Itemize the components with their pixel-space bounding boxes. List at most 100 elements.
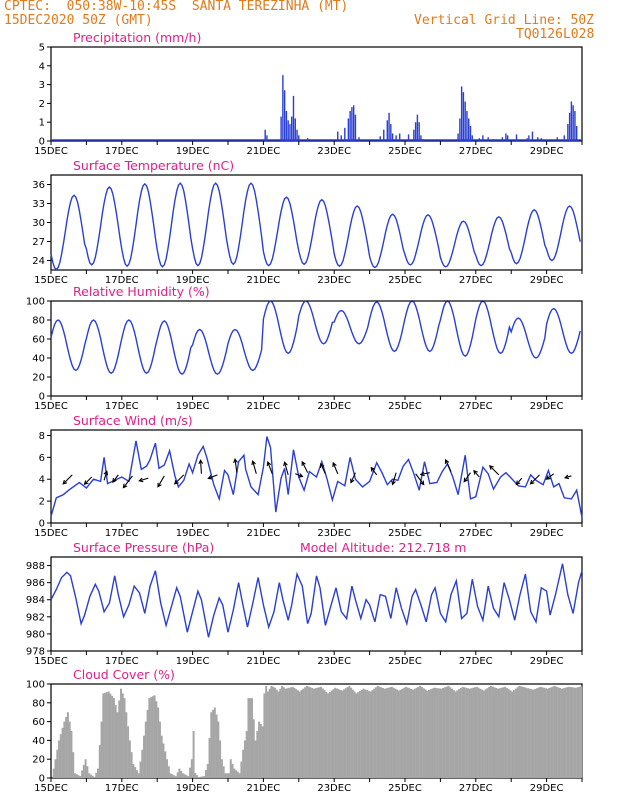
panel-title: Surface Pressure (hPa) bbox=[73, 540, 214, 555]
cloud-bar bbox=[307, 686, 310, 778]
cloud-bar bbox=[495, 687, 498, 778]
cloud-bar bbox=[380, 687, 383, 778]
cloud-bar bbox=[192, 731, 195, 778]
x-tick-label: 17DEC bbox=[105, 528, 139, 539]
precip-bar bbox=[568, 112, 571, 141]
precip-bar bbox=[416, 114, 419, 141]
cloud-bar bbox=[451, 688, 453, 778]
cloud-bar bbox=[203, 776, 206, 778]
cloud-bar bbox=[277, 691, 280, 778]
precip-bar bbox=[349, 110, 351, 141]
cloud-bar bbox=[573, 687, 576, 778]
y-tick-label: 20 bbox=[32, 755, 45, 766]
cloud-bar bbox=[413, 688, 416, 778]
cloud-bar bbox=[445, 686, 448, 778]
wind-arrow bbox=[516, 477, 523, 485]
y-tick-label: 100 bbox=[26, 297, 45, 308]
wind-arrow-head bbox=[173, 479, 179, 485]
cloud-bar bbox=[468, 688, 471, 778]
cloud-bar bbox=[86, 766, 89, 778]
cloud-bar bbox=[484, 689, 487, 778]
cloud-bar bbox=[512, 690, 515, 778]
precip-bar bbox=[407, 134, 410, 141]
cloud-bar bbox=[371, 690, 374, 778]
cloud-bar bbox=[171, 774, 174, 778]
cloud-bar bbox=[429, 689, 432, 778]
cloud-bar bbox=[125, 712, 128, 778]
x-tick-label: 19DEC bbox=[176, 401, 210, 412]
wind-arrow-head bbox=[332, 461, 337, 468]
cloud-bar bbox=[321, 688, 324, 778]
x-tick-label: 15DEC bbox=[34, 275, 68, 286]
cloud-bar bbox=[420, 687, 423, 778]
x-tick-label: 25DEC bbox=[388, 528, 422, 539]
precip-bar bbox=[358, 137, 360, 141]
precip-bar bbox=[418, 122, 420, 141]
header-location: CPTEC: 050:38W-10:45S SANTA TEREZINHA (M… bbox=[4, 0, 349, 14]
y-tick-label: 8 bbox=[39, 431, 45, 442]
y-tick-label: 4 bbox=[39, 61, 45, 72]
x-tick-label: 19DEC bbox=[176, 783, 210, 794]
cloud-bar bbox=[151, 696, 154, 778]
y-tick-label: 986 bbox=[26, 578, 45, 589]
cloud-bar bbox=[376, 685, 379, 778]
cloud-bar bbox=[497, 688, 500, 778]
cloud-bar bbox=[157, 707, 160, 778]
precip-bar bbox=[351, 107, 353, 141]
x-tick-label: 21DEC bbox=[247, 146, 281, 157]
cloud-bar bbox=[121, 693, 124, 778]
cloud-bar bbox=[204, 770, 207, 778]
cloud-bar bbox=[88, 773, 91, 778]
cloud-bar bbox=[392, 687, 395, 778]
cloud-bar bbox=[465, 687, 468, 778]
cloud-bar bbox=[419, 685, 422, 778]
cloud-bar bbox=[385, 688, 388, 778]
cloud-bar bbox=[403, 687, 406, 778]
cloud-bar bbox=[557, 687, 560, 778]
cloud-bar bbox=[93, 777, 96, 778]
cloud-bar bbox=[433, 687, 436, 778]
cloud-bar bbox=[328, 691, 331, 778]
cloud-bar bbox=[181, 773, 184, 778]
panel-1: 0 1 2 3 4 5 15DEC 17DEC 19DEC 21DEC 23DEC 25DEC 27DE… bbox=[34, 30, 583, 157]
cloud-bar bbox=[305, 685, 308, 778]
cloud-bar bbox=[270, 685, 273, 778]
panel-title: Relative Humidity (%) bbox=[73, 284, 210, 299]
cloud-bar bbox=[235, 770, 238, 778]
header-datetime: 15DEC2020 50Z (GMT) bbox=[4, 13, 153, 28]
wind-arrow-head bbox=[283, 461, 288, 467]
cloud-bar bbox=[335, 688, 338, 778]
wind-arrow bbox=[489, 465, 500, 476]
cloud-bar bbox=[479, 688, 482, 778]
precip-bar bbox=[285, 110, 288, 141]
x-tick-label: 17DEC bbox=[105, 146, 139, 157]
cloud-bar bbox=[523, 687, 526, 778]
cloud-bar bbox=[472, 687, 475, 778]
y-tick-label: 0 bbox=[39, 392, 45, 403]
cloud-bar bbox=[279, 688, 282, 778]
cloud-bar bbox=[178, 768, 181, 778]
precip-bar bbox=[292, 95, 295, 141]
x-tick-label: 17DEC bbox=[105, 275, 139, 286]
cloud-bar bbox=[394, 688, 397, 778]
precip-bar bbox=[354, 114, 357, 141]
cloud-bar bbox=[316, 687, 319, 778]
cloud-bar bbox=[82, 764, 85, 778]
cloud-bar bbox=[466, 688, 469, 778]
cloud-bar bbox=[521, 686, 524, 778]
cloud-bar bbox=[555, 686, 558, 778]
cloud-bar bbox=[357, 692, 360, 778]
cloud-bar bbox=[539, 686, 542, 778]
cloud-bar bbox=[456, 690, 459, 778]
wind-arrow bbox=[284, 462, 289, 476]
cloud-bar bbox=[426, 690, 429, 778]
y-tick-label: 6 bbox=[39, 453, 45, 464]
x-tick-label: 25DEC bbox=[388, 146, 422, 157]
cloud-bar bbox=[318, 687, 321, 778]
cloud-bar bbox=[123, 698, 126, 778]
cloud-bar bbox=[66, 712, 69, 778]
cloud-bar bbox=[405, 686, 407, 778]
x-tick-label: 23DEC bbox=[317, 275, 351, 286]
panel-title: Precipitation (mm/h) bbox=[73, 30, 201, 45]
